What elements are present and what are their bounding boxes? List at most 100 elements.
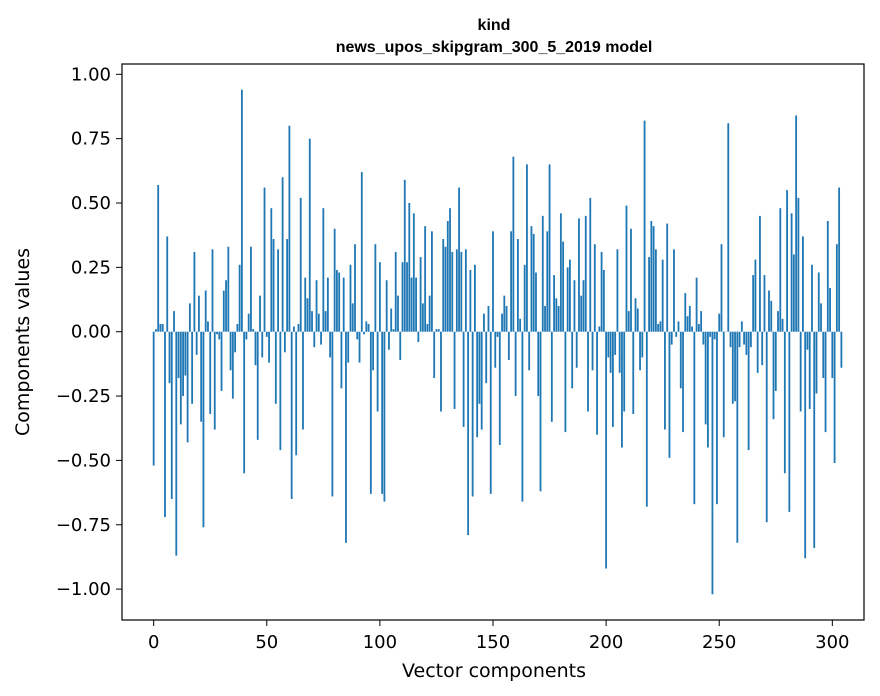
bar [541,215,544,332]
bar [673,249,675,332]
bar [388,331,390,350]
bar [383,331,386,502]
bar [774,331,777,391]
bar [265,331,268,337]
bar [250,246,252,332]
bar [738,331,741,348]
bar [356,331,359,340]
bar [589,197,592,332]
bar [168,331,171,384]
bar [684,293,687,332]
y-tick-label: −1.00 [56,579,111,600]
chart-title: kind [478,17,511,34]
bar [539,331,542,492]
bar [802,236,804,332]
bar [535,272,537,332]
bar [537,331,540,397]
bar [722,331,725,438]
bar [632,331,635,415]
bar [462,331,465,427]
bar [709,331,712,337]
bar [691,326,693,332]
bar [295,331,298,456]
bar [308,138,311,332]
x-tick-label: 50 [255,632,278,653]
bar [700,311,703,332]
bar [575,331,578,368]
bar [573,280,576,332]
x-tick-label: 250 [702,632,736,653]
bar [743,331,746,345]
bar [650,221,653,332]
x-tick-label: 0 [148,632,159,653]
bar [704,331,707,425]
bar [211,249,214,332]
bar [498,331,501,445]
bar [641,331,644,358]
bar [417,331,420,342]
bar [501,313,503,332]
bar [754,259,757,332]
bar [231,331,234,399]
bar [763,275,766,332]
bar [270,208,273,332]
bar [489,331,492,494]
bar [636,308,639,332]
bar [302,331,304,430]
bar [643,120,646,332]
bar [392,329,395,332]
bar [679,331,682,389]
bar [668,331,671,458]
bar [268,331,270,363]
bar [727,123,730,332]
bar [652,226,655,332]
bar [806,331,809,350]
bar [220,331,223,391]
bar [777,311,779,332]
bar [437,329,440,332]
bar [378,262,381,332]
bar [749,331,752,348]
bar [480,331,483,430]
bar [358,331,361,363]
bar [557,305,560,332]
bar [191,331,194,404]
bar [826,221,829,332]
bar [530,226,533,332]
bar [745,331,748,355]
bar [464,249,467,332]
bar [799,331,802,412]
bar [661,259,664,332]
bar [204,290,207,332]
bar [752,275,755,332]
bar [550,331,553,422]
bar [634,298,637,332]
bar [476,331,479,438]
bar [688,305,691,332]
bar [193,251,196,332]
bar [747,331,750,451]
bar [645,331,648,507]
bar [580,295,583,332]
bar [795,115,798,332]
bar [804,331,807,559]
bar [546,231,549,332]
bar [170,331,173,500]
bar [218,331,221,340]
bar [666,223,669,332]
bar [473,264,476,332]
bar [562,241,565,332]
bar [317,313,320,332]
bar [598,326,601,332]
bar [455,249,458,332]
bar [338,272,341,332]
bar [421,303,424,332]
bar [564,331,567,433]
bar [200,331,203,422]
bar [184,331,187,376]
bar [234,331,237,353]
bar [225,280,227,332]
bar [444,246,447,332]
y-tick-label: −0.50 [56,450,111,471]
